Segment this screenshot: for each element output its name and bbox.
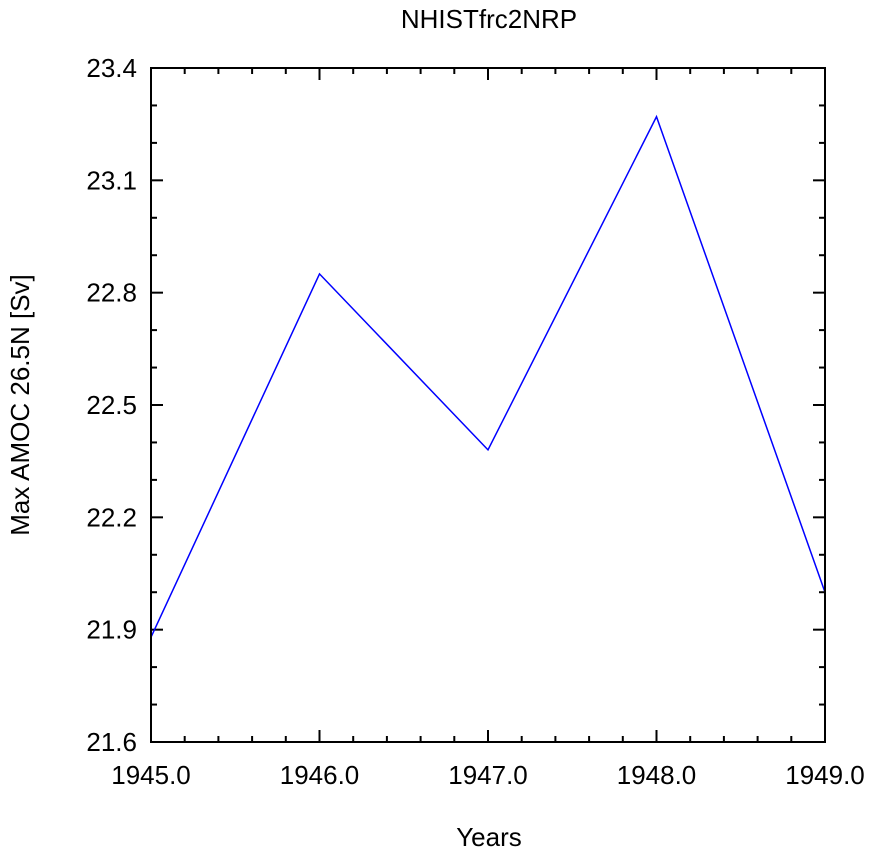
y-tick-label: 23.4	[86, 53, 137, 83]
y-tick-label: 22.8	[86, 278, 137, 308]
y-tick-label: 23.1	[86, 165, 137, 195]
x-tick-label: 1946.0	[280, 760, 360, 790]
y-tick-label: 21.6	[86, 727, 137, 757]
x-tick-label: 1947.0	[448, 760, 528, 790]
x-tick-label: 1949.0	[785, 760, 865, 790]
x-tick-label: 1945.0	[111, 760, 191, 790]
tick-labels: 1945.0 1946.0 1947.0 1948.0 1949.0 21.6 21.9 22…	[86, 53, 864, 790]
axis-ticks	[150, 67, 826, 743]
y-tick-label: 21.9	[86, 615, 137, 645]
chart-title: NHISTfrc2NRP	[401, 4, 577, 34]
y-axis-label: Max AMOC 26.5N [Sv]	[5, 274, 35, 536]
y-tick-label: 22.2	[86, 502, 137, 532]
plot-frame	[150, 67, 826, 743]
series-layer	[150, 114, 826, 638]
x-axis-label: Years	[456, 822, 522, 852]
series-line	[150, 114, 826, 638]
y-tick-label: 22.5	[86, 390, 137, 420]
x-tick-label: 1948.0	[617, 760, 697, 790]
